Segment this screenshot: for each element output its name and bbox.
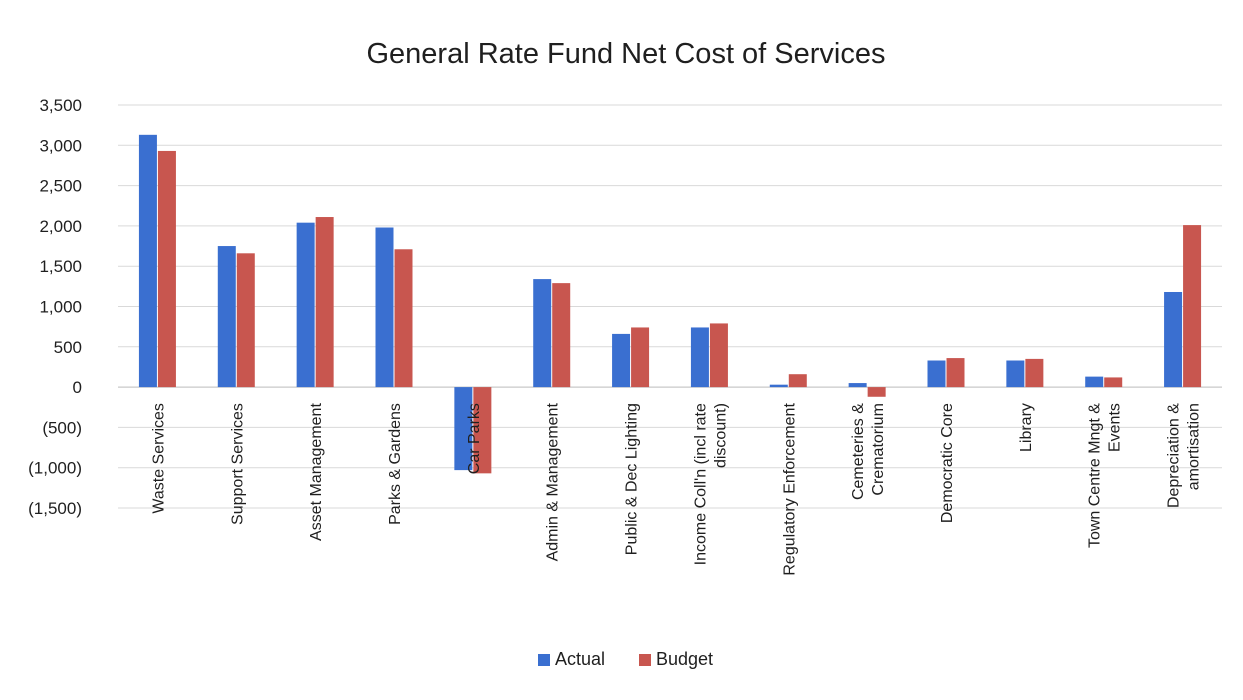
x-category-label-group: Admin & Management bbox=[545, 403, 562, 562]
bar-budget-6 bbox=[631, 327, 650, 388]
bar-actual-7 bbox=[690, 327, 709, 388]
y-tick-label: 2,000 bbox=[39, 217, 82, 236]
y-tick-label: (500) bbox=[42, 418, 82, 437]
legend: Actual Budget bbox=[538, 649, 713, 669]
bar-budget-8 bbox=[788, 374, 807, 388]
x-category-label-group: Democratic Core bbox=[939, 403, 956, 523]
bar-actual-4 bbox=[454, 387, 473, 471]
bar-budget-13 bbox=[1183, 225, 1202, 388]
legend-swatch-actual bbox=[538, 654, 550, 666]
bar-budget-1 bbox=[236, 253, 255, 388]
x-category-label: Regulatory Enforcement bbox=[781, 403, 798, 576]
x-category-label-group: Support Services bbox=[229, 403, 246, 525]
x-category-label: Waste Services bbox=[150, 403, 167, 514]
y-tick-label: (1,500) bbox=[28, 499, 82, 518]
x-category-label-group: Cemeteries & Crematorium bbox=[850, 403, 887, 500]
y-tick-label: (1,000) bbox=[28, 459, 82, 478]
bar-actual-2 bbox=[296, 222, 315, 388]
bar-budget-2 bbox=[315, 217, 334, 388]
y-tick-label: 1,500 bbox=[39, 257, 82, 276]
x-category-label: Cemeteries & bbox=[850, 403, 867, 500]
x-category-label-group: Parks & Gardens bbox=[387, 403, 404, 525]
bar-budget-4 bbox=[473, 387, 492, 474]
bar-actual-10 bbox=[927, 360, 946, 388]
chart-title: General Rate Fund Net Cost of Services bbox=[366, 38, 885, 70]
bar-budget-5 bbox=[552, 283, 571, 388]
bar-actual-5 bbox=[533, 279, 552, 388]
x-category-label: Public & Dec Lighting bbox=[624, 403, 641, 555]
x-category-label-group: Depreciation & amortisation bbox=[1166, 403, 1203, 508]
x-category-label-group: Town Centre Mngt & Events bbox=[1087, 403, 1124, 548]
x-category-label: Crematorium bbox=[870, 403, 887, 495]
y-tick-label: 500 bbox=[54, 338, 82, 357]
x-category-label: Support Services bbox=[229, 403, 246, 525]
y-tick-label: 3,000 bbox=[39, 136, 82, 155]
y-axis-ticks: 3,500 3,000 2,500 2,000 1,500 1,000 500 0 (500) (… bbox=[28, 96, 82, 518]
y-tick-label: 1,000 bbox=[39, 298, 82, 317]
bar-budget-12 bbox=[1104, 377, 1123, 388]
x-category-label: Income Coll'n (incl rate bbox=[692, 403, 709, 565]
bar-budget-7 bbox=[709, 323, 728, 388]
x-category-label: Asset Management bbox=[308, 403, 325, 541]
bar-actual-8 bbox=[769, 384, 788, 388]
x-category-label-group: Income Coll'n (incl rate discount) bbox=[692, 403, 729, 565]
x-category-label-group: Regulatory Enforcement bbox=[781, 403, 798, 576]
x-category-label-group: Library bbox=[1018, 403, 1035, 452]
legend-swatch-budget bbox=[639, 654, 651, 666]
x-category-label: Democratic Core bbox=[939, 403, 956, 523]
x-category-label: amortisation bbox=[1186, 403, 1203, 490]
y-tick-label: 3,500 bbox=[39, 96, 82, 115]
x-category-label-group: Car Parks bbox=[466, 403, 483, 474]
x-category-label: Events bbox=[1107, 403, 1124, 452]
bars bbox=[138, 134, 1202, 474]
x-category-label: Parks & Gardens bbox=[387, 403, 404, 525]
bar-budget-3 bbox=[394, 249, 413, 388]
y-tick-label: 2,500 bbox=[39, 177, 82, 196]
bar-actual-3 bbox=[375, 227, 394, 388]
x-category-label-group: Asset Management bbox=[308, 403, 325, 541]
x-category-label: Admin & Management bbox=[545, 403, 562, 562]
bar-actual-0 bbox=[138, 134, 157, 388]
x-category-label: discount) bbox=[712, 403, 729, 468]
legend-label-actual: Actual bbox=[555, 649, 605, 669]
x-axis-category-labels: Waste Services Support Services Asset Mana… bbox=[150, 403, 1202, 576]
x-category-label-group: Waste Services bbox=[150, 403, 167, 514]
bar-budget-11 bbox=[1025, 358, 1044, 388]
bar-actual-1 bbox=[217, 246, 236, 388]
gridlines bbox=[118, 104, 1222, 509]
bar-budget-0 bbox=[157, 150, 176, 388]
bar-actual-6 bbox=[612, 333, 631, 388]
x-category-label: Library bbox=[1018, 403, 1035, 452]
bar-actual-12 bbox=[1085, 376, 1104, 388]
bar-actual-9 bbox=[848, 383, 867, 388]
bar-actual-13 bbox=[1164, 291, 1183, 388]
x-category-label: Car Parks bbox=[466, 403, 483, 474]
legend-label-budget: Budget bbox=[656, 649, 713, 669]
x-category-label: Town Centre Mngt & bbox=[1087, 403, 1104, 548]
x-category-label: Depreciation & bbox=[1166, 403, 1183, 508]
bar-budget-9 bbox=[867, 387, 886, 397]
x-category-label-group: Public & Dec Lighting bbox=[624, 403, 641, 555]
bar-budget-10 bbox=[946, 358, 965, 388]
bar-actual-11 bbox=[1006, 360, 1025, 388]
y-tick-label: 0 bbox=[73, 378, 82, 397]
